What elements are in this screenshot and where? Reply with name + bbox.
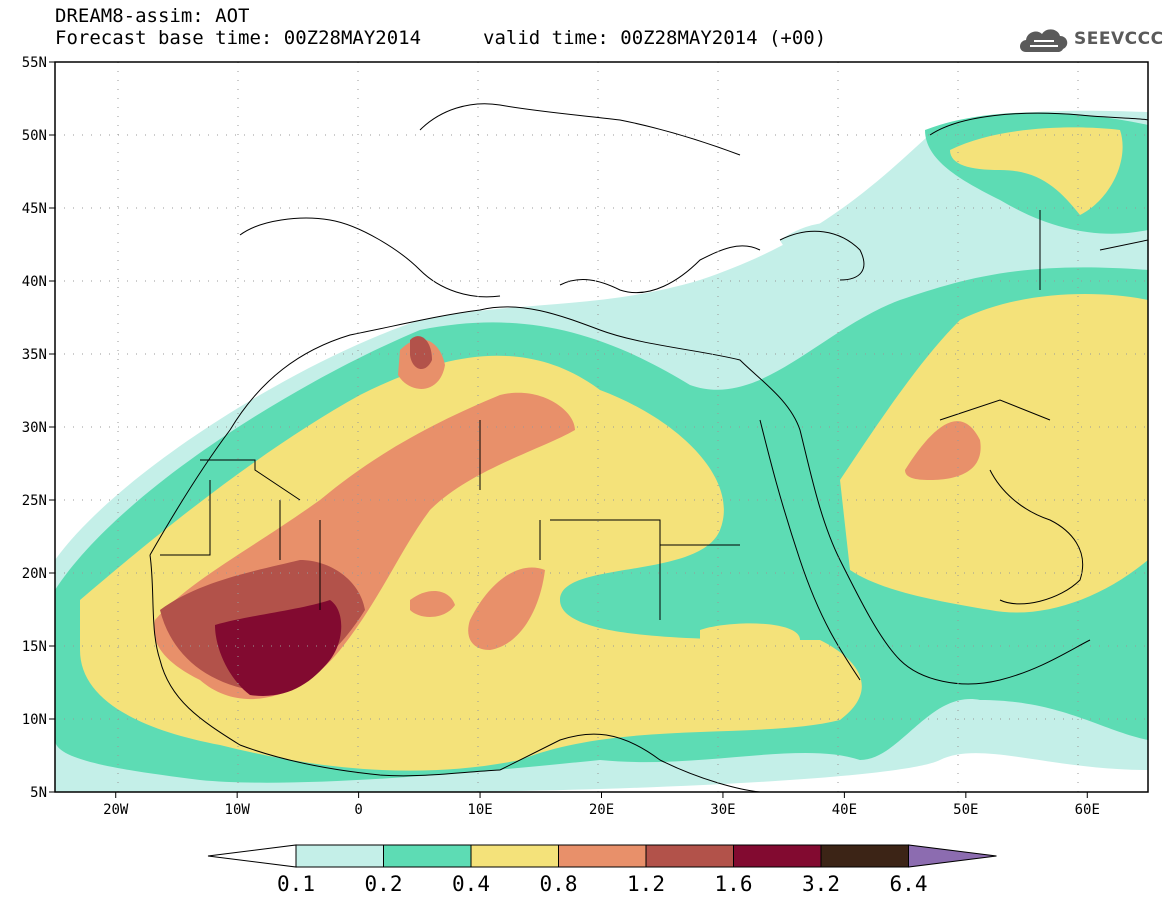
lon-label: 10W xyxy=(225,802,251,818)
lat-label: 10N xyxy=(22,712,47,728)
aot-contours xyxy=(55,110,1148,792)
colorbar-segment xyxy=(383,844,472,868)
colorbar-segment xyxy=(733,844,822,868)
colorbar-label: 0.8 xyxy=(540,872,578,896)
colorbar-segment xyxy=(295,844,384,868)
colorbar-label: 3.2 xyxy=(802,872,840,896)
forecast-base-time: Forecast base time: 00Z28MAY2014 xyxy=(55,27,422,49)
lat-label: 5N xyxy=(30,785,47,801)
lat-label: 50N xyxy=(22,128,47,144)
colorbar-label: 0.4 xyxy=(452,872,490,896)
lon-axis: 20W 10W 0 10E 20E 30E 40E 50E 60E xyxy=(103,792,1100,818)
lon-label: 60E xyxy=(1075,802,1100,818)
colorbar: 0.1 0.2 0.4 0.8 1.2 1.6 3.2 6.4 xyxy=(207,844,997,896)
colorbar-label: 1.2 xyxy=(627,872,665,896)
lon-label: 50E xyxy=(953,802,978,818)
lon-label: 20E xyxy=(589,802,614,818)
coastlines xyxy=(149,103,1148,792)
lat-label: 55N xyxy=(22,55,47,71)
lon-label: 40E xyxy=(832,802,857,818)
lat-label: 35N xyxy=(22,347,47,363)
lat-label: 20N xyxy=(22,566,47,582)
colorbar-segment xyxy=(645,844,734,868)
lat-label: 45N xyxy=(22,201,47,217)
colorbar-label: 6.4 xyxy=(890,872,928,896)
logo-text: SEEVCCC xyxy=(1074,29,1164,49)
colorbar-under-arrow xyxy=(207,844,297,868)
colorbar-segment xyxy=(558,844,647,868)
colorbar-label: 0.2 xyxy=(365,872,403,896)
lat-label: 15N xyxy=(22,639,47,655)
colorbar-over-arrow xyxy=(908,844,997,868)
lat-label: 40N xyxy=(22,274,47,290)
lat-label: 25N xyxy=(22,493,47,509)
colorbar-segment xyxy=(470,844,559,868)
seevccc-logo: SEEVCCC xyxy=(1016,22,1163,58)
lat-axis: 55N 50N 45N 40N 35N 30N 25N 20N 15N 10N 5N xyxy=(22,55,55,801)
lon-label: 10E xyxy=(467,802,492,818)
colorbar-segment xyxy=(820,844,909,868)
colorbar-label: 1.6 xyxy=(715,872,753,896)
map-title: DREAM8-assim: AOT xyxy=(55,5,250,27)
lon-label: 30E xyxy=(710,802,735,818)
valid-time: valid time: 00Z28MAY2014 (+00) xyxy=(483,27,827,49)
cloud-icon xyxy=(1020,29,1068,52)
lon-label: 20W xyxy=(103,802,129,818)
lat-label: 30N xyxy=(22,420,47,436)
colorbar-label: 0.1 xyxy=(277,872,315,896)
lon-label: 0 xyxy=(354,802,362,818)
